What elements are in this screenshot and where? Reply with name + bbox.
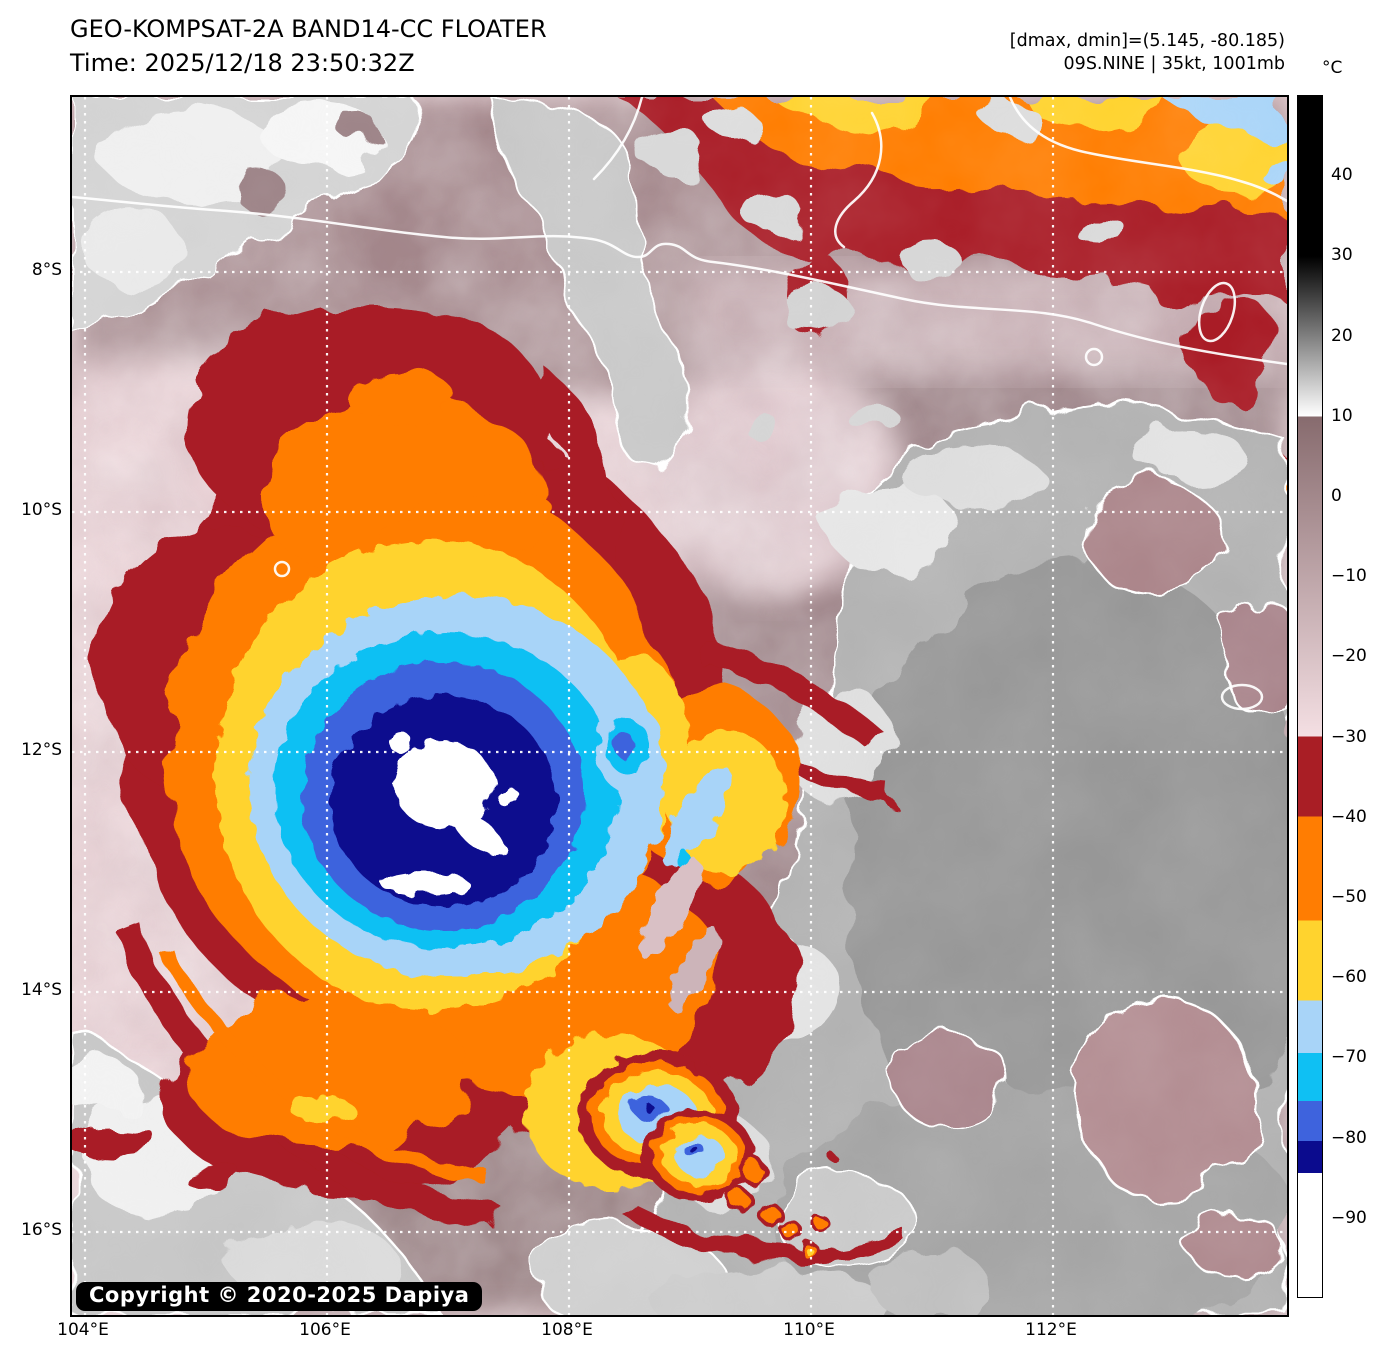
colorbar-unit-label: °C <box>1322 58 1343 78</box>
copyright-badge: Copyright © 2020-2025 Dapiya <box>76 1282 483 1311</box>
colorbar-tick-label: −10 <box>1331 566 1367 587</box>
colorbar-tick-label: 40 <box>1331 165 1353 186</box>
x-tick-label: 110°E <box>783 1320 835 1340</box>
satellite-imagery <box>72 97 1287 1315</box>
colorbar-gradient <box>1297 95 1323 1298</box>
storm-info: 09S.NINE | 35kt, 1001mb <box>1063 54 1285 74</box>
secondary-cell-chain <box>577 1051 836 1261</box>
colorbar-tick-label: −40 <box>1331 806 1367 827</box>
x-tick-label: 106°E <box>299 1320 351 1340</box>
grid-lines <box>72 97 1287 1315</box>
colorbar-tick-label: 0 <box>1331 486 1342 506</box>
colorbar-tick-label: −30 <box>1331 726 1367 747</box>
y-tick-label: 16°S <box>21 1220 62 1240</box>
x-tick-label: 104°E <box>57 1320 109 1340</box>
colorbar-tick-label: 20 <box>1331 325 1353 346</box>
colorbar-tick-label: −20 <box>1331 646 1367 667</box>
y-tick-label: 14°S <box>21 980 62 1000</box>
x-tick-label: 112°E <box>1025 1320 1077 1340</box>
dmax-dmin-readout: [dmax, dmin]=(5.145, -80.185) <box>1009 31 1285 51</box>
colorbar-tick-label: −50 <box>1331 887 1367 907</box>
colorbar-tick-label: 10 <box>1331 405 1353 426</box>
colorbar-tick-label: −60 <box>1331 967 1367 988</box>
y-tick-label: 12°S <box>21 740 62 760</box>
colorbar-tick-label: −90 <box>1331 1207 1367 1228</box>
colorbar-tick-label: −80 <box>1331 1127 1367 1148</box>
y-tick-label: 10°S <box>21 500 62 520</box>
east-convective-cells <box>596 705 732 1011</box>
coastlines <box>72 97 1287 711</box>
title-block: GEO-KOMPSAT-2A BAND14-CC FLOATER Time: 2… <box>70 12 547 80</box>
timestamp: Time: 2025/12/18 23:50:32Z <box>70 49 415 77</box>
satellite-map: Copyright © 2020-2025 Dapiya <box>70 95 1289 1317</box>
y-tick-label: 8°S <box>31 260 62 280</box>
x-tick-label: 108°E <box>541 1320 593 1340</box>
meta-block: [dmax, dmin]=(5.145, -80.185) 09S.NINE |… <box>1010 30 1285 76</box>
colorbar-tick-label: 30 <box>1331 245 1353 266</box>
cyclone-cold-core <box>250 595 664 979</box>
page-title: GEO-KOMPSAT-2A BAND14-CC FLOATER <box>70 15 547 43</box>
colorbar-tick-label: −70 <box>1331 1047 1367 1068</box>
